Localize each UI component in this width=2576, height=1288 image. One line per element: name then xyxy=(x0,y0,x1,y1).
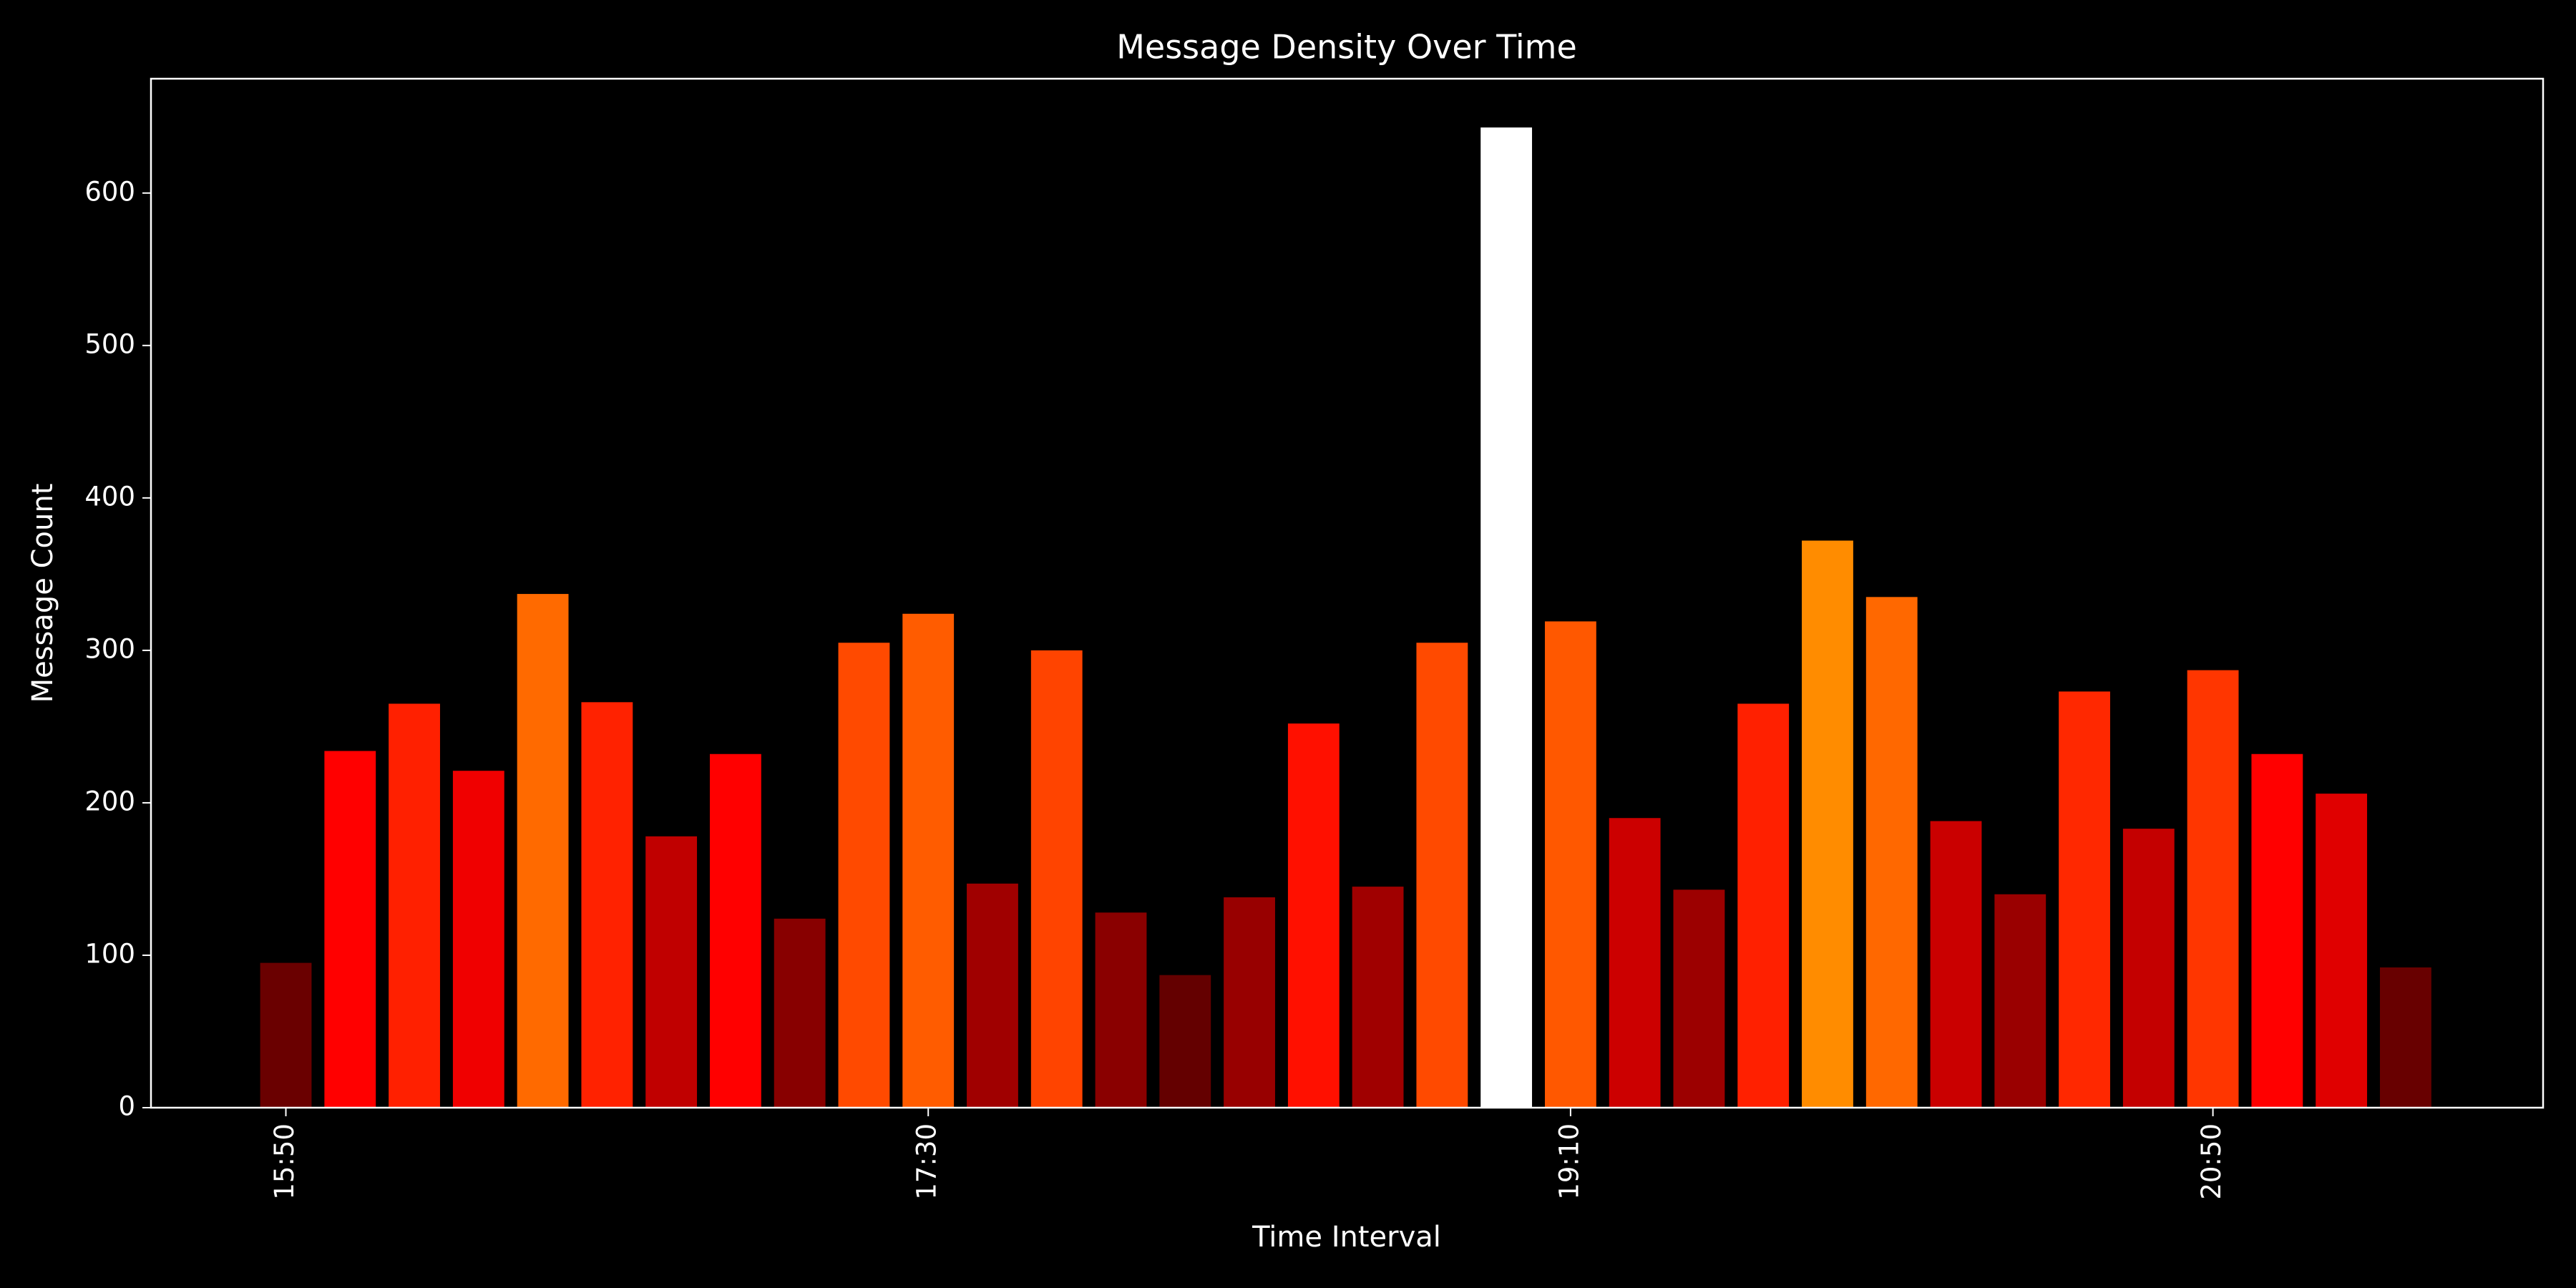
bar xyxy=(1095,912,1147,1108)
bar xyxy=(2379,967,2431,1108)
bar xyxy=(1994,894,2046,1108)
bar xyxy=(902,613,955,1108)
x-tick-label: 20:50 xyxy=(2196,1123,2227,1200)
chart-title: Message Density Over Time xyxy=(1116,28,1577,67)
bar xyxy=(2059,691,2110,1108)
bar xyxy=(581,702,633,1108)
bar xyxy=(2251,753,2303,1108)
plot-frame xyxy=(150,77,2545,1109)
bar xyxy=(1352,887,1404,1108)
bar xyxy=(645,836,698,1108)
y-tick-label: 600 xyxy=(84,176,135,207)
bar xyxy=(517,594,569,1108)
bar xyxy=(2316,794,2368,1108)
y-tick-label: 0 xyxy=(118,1091,135,1122)
bar xyxy=(1609,818,1661,1108)
y-tick-label: 500 xyxy=(84,328,135,359)
x-axis-label: Time Interval xyxy=(1252,1221,1441,1254)
bar xyxy=(1480,127,1533,1108)
y-axis-label: Message Count xyxy=(26,484,59,703)
bar xyxy=(1673,889,1725,1108)
bar xyxy=(324,751,376,1108)
x-tick-label: 17:30 xyxy=(912,1123,942,1200)
y-tick-label: 400 xyxy=(84,481,135,512)
bar xyxy=(967,883,1018,1108)
bar xyxy=(1159,975,1211,1108)
bar xyxy=(452,771,504,1108)
bar xyxy=(2122,829,2175,1108)
y-tick-label: 200 xyxy=(84,786,135,816)
bar xyxy=(1737,703,1790,1108)
y-tick-label: 100 xyxy=(84,938,135,969)
bar xyxy=(838,643,890,1108)
bar xyxy=(774,918,826,1108)
x-tick-label: 15:50 xyxy=(269,1123,300,1200)
bar xyxy=(1802,540,1853,1108)
bar xyxy=(1416,643,1468,1108)
bar xyxy=(1544,621,1596,1108)
bar xyxy=(2187,670,2239,1108)
bar xyxy=(1030,650,1083,1108)
bar xyxy=(1930,821,1982,1108)
bar xyxy=(1865,597,1918,1108)
bar xyxy=(260,962,312,1108)
bar xyxy=(389,703,440,1108)
y-tick-label: 300 xyxy=(84,633,135,664)
bar xyxy=(1224,897,1275,1108)
x-tick-label: 19:10 xyxy=(1553,1123,1584,1200)
bar xyxy=(709,753,761,1108)
bar xyxy=(1287,723,1340,1108)
